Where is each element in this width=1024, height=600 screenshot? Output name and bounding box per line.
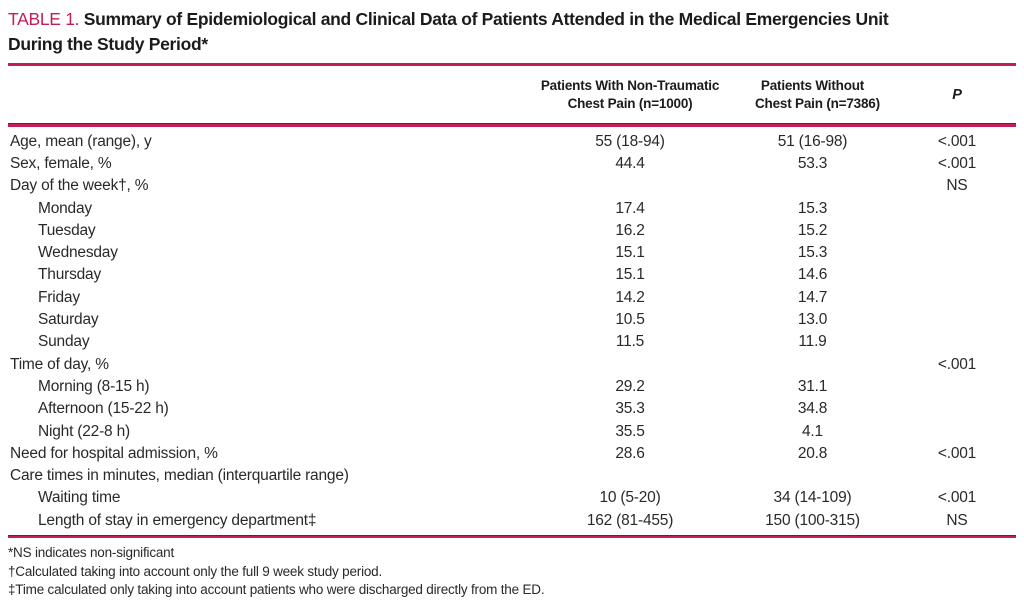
header-col1-line1: Patients With Non-Traumatic bbox=[540, 78, 720, 93]
row-value-without: 15.2 bbox=[797, 221, 828, 239]
footnote-dagger: †Calculated taking into account only the… bbox=[8, 563, 383, 579]
row-value-without: 34.8 bbox=[797, 400, 828, 418]
row-label: Age, mean (range), y bbox=[10, 132, 152, 150]
table-row: Age, mean (range), y 55 (18-94) 51 (16-9… bbox=[8, 131, 1016, 153]
row-label: Wednesday bbox=[38, 244, 118, 262]
header-col2-line2: Chest Pain (n=7386) bbox=[755, 96, 880, 111]
header-col-without: Patients Without Chest Pain (n=7386) bbox=[755, 77, 880, 113]
row-value-nontraumatic: 15.1 bbox=[615, 266, 645, 284]
bottom-rule bbox=[8, 534, 1016, 539]
row-label: Tuesday bbox=[38, 221, 96, 239]
row-value-nontraumatic: 29.2 bbox=[615, 377, 645, 395]
footnote-ns: *NS indicates non-significant bbox=[8, 545, 175, 561]
row-p-value: <.001 bbox=[937, 489, 977, 507]
row-p-value: <.001 bbox=[937, 355, 977, 373]
row-value-nontraumatic: 55 (18-94) bbox=[595, 132, 665, 150]
table-row: Morning (8-15 h) 29.2 31.1 bbox=[8, 376, 1016, 398]
table-row: Saturday 10.5 13.0 bbox=[8, 309, 1016, 331]
header-col-nontraumatic: Patients With Non-Traumatic Chest Pain (… bbox=[505, 77, 755, 113]
table-row: Waiting time 10 (5-20) 34 (14-109) <.001 bbox=[8, 487, 1016, 509]
table-body: Age, mean (range), y 55 (18-94) 51 (16-9… bbox=[8, 127, 1016, 532]
row-label: Sunday bbox=[38, 333, 90, 351]
row-label: Friday bbox=[38, 288, 80, 306]
row-value-nontraumatic: 162 (81-455) bbox=[586, 511, 674, 529]
row-label: Length of stay in emergency department‡ bbox=[38, 511, 317, 529]
row-value-nontraumatic: 11.5 bbox=[615, 333, 645, 351]
table-row: Sex, female, % 44.4 53.3 <.001 bbox=[8, 153, 1016, 175]
table-row: Time of day, % <.001 bbox=[8, 353, 1016, 375]
row-p-value: NS bbox=[946, 177, 968, 195]
table-number-label: TABLE 1. bbox=[8, 9, 80, 29]
row-value-without: 13.0 bbox=[797, 311, 828, 329]
header-col-pvalue: P bbox=[952, 87, 962, 103]
row-value-without: 34 (14-109) bbox=[773, 489, 852, 507]
table-title-line1: Summary of Epidemiological and Clinical … bbox=[83, 9, 889, 29]
table-row: Thursday 15.1 14.6 bbox=[8, 264, 1016, 286]
table-row: Friday 14.2 14.7 bbox=[8, 287, 1016, 309]
table-title: TABLE 1. Summary of Epidemiological and … bbox=[8, 0, 1016, 57]
table-row: Need for hospital admission, % 28.6 20.8… bbox=[8, 443, 1016, 465]
header-col2-line1: Patients Without bbox=[760, 78, 865, 93]
row-label: Afternoon (15-22 h) bbox=[38, 400, 169, 418]
row-label: Sex, female, % bbox=[10, 154, 112, 172]
table-row: Afternoon (15-22 h) 35.3 34.8 bbox=[8, 398, 1016, 420]
row-value-nontraumatic: 35.3 bbox=[615, 400, 645, 418]
row-value-without: 14.7 bbox=[797, 288, 828, 306]
table-row: Night (22-8 h) 35.5 4.1 bbox=[8, 420, 1016, 442]
row-label: Care times in minutes, median (interquar… bbox=[10, 467, 349, 485]
row-value-without: 4.1 bbox=[802, 422, 823, 440]
row-value-without: 31.1 bbox=[797, 377, 828, 395]
row-value-nontraumatic: 15.1 bbox=[615, 244, 645, 262]
row-value-without: 51 (16-98) bbox=[777, 132, 848, 150]
row-label: Morning (8-15 h) bbox=[38, 377, 150, 395]
top-rule bbox=[8, 63, 1016, 66]
row-p-value: NS bbox=[946, 511, 968, 529]
row-label: Day of the week†, % bbox=[10, 177, 149, 195]
row-label: Waiting time bbox=[38, 489, 121, 507]
row-label: Monday bbox=[38, 199, 92, 217]
row-p-value: <.001 bbox=[937, 154, 977, 172]
row-value-without: 53.3 bbox=[797, 154, 828, 172]
row-label: Thursday bbox=[38, 266, 102, 284]
row-value-without: 20.8 bbox=[797, 444, 828, 462]
row-value-without: 15.3 bbox=[797, 199, 828, 217]
table-row: Tuesday 16.2 15.2 bbox=[8, 220, 1016, 242]
table-title-line2: During the Study Period* bbox=[8, 34, 208, 54]
row-value-nontraumatic: 44.4 bbox=[615, 154, 645, 172]
header-rule bbox=[8, 123, 1016, 127]
row-value-nontraumatic: 10 (5-20) bbox=[599, 489, 661, 507]
row-p-value: <.001 bbox=[937, 132, 977, 150]
row-label: Night (22-8 h) bbox=[38, 422, 130, 440]
row-value-nontraumatic: 28.6 bbox=[615, 444, 645, 462]
table-header-row: Patients With Non-Traumatic Chest Pain (… bbox=[8, 66, 1016, 123]
row-value-nontraumatic: 14.2 bbox=[615, 288, 645, 306]
row-value-without: 150 (100-315) bbox=[765, 511, 860, 529]
row-value-without: 14.6 bbox=[797, 266, 828, 284]
header-col1-line2: Chest Pain (n=1000) bbox=[567, 96, 693, 111]
row-value-nontraumatic: 17.4 bbox=[615, 199, 645, 217]
table-row: Wednesday 15.1 15.3 bbox=[8, 242, 1016, 264]
footnote-double-dagger: ‡Time calculated only taking into accoun… bbox=[8, 582, 545, 598]
row-value-without: 11.9 bbox=[798, 333, 827, 351]
table-row: Care times in minutes, median (interquar… bbox=[8, 465, 1016, 487]
row-value-nontraumatic: 35.5 bbox=[615, 422, 645, 440]
row-label: Saturday bbox=[38, 311, 99, 329]
row-p-value: <.001 bbox=[937, 444, 977, 462]
row-value-without: 15.3 bbox=[797, 244, 828, 262]
table-row: Sunday 11.5 11.9 bbox=[8, 331, 1016, 353]
table-footnotes: *NS indicates non-significant †Calculate… bbox=[8, 538, 1016, 600]
row-value-nontraumatic: 10.5 bbox=[615, 311, 645, 329]
row-label: Time of day, % bbox=[10, 355, 109, 373]
row-value-nontraumatic: 16.2 bbox=[615, 221, 645, 239]
table-row: Day of the week†, % NS bbox=[8, 175, 1016, 197]
table-row: Length of stay in emergency department‡ … bbox=[8, 510, 1016, 532]
row-label: Need for hospital admission, % bbox=[10, 444, 218, 462]
table-row: Monday 17.4 15.3 bbox=[8, 197, 1016, 219]
